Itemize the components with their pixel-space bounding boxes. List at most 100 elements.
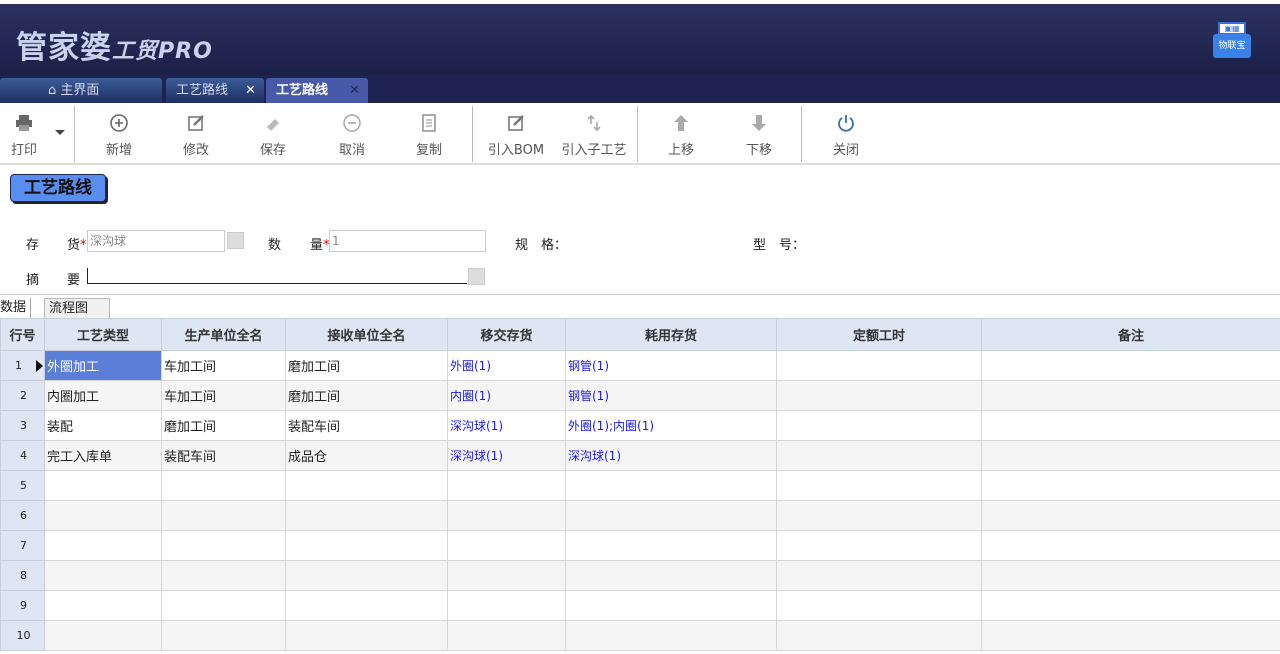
table-cell[interactable] bbox=[776, 350, 982, 381]
quantity-input[interactable]: 1 bbox=[329, 230, 486, 252]
table-cell[interactable] bbox=[44, 470, 162, 501]
table-row[interactable]: 9 bbox=[0, 590, 1280, 621]
table-cell[interactable] bbox=[981, 350, 1280, 381]
table-cell[interactable] bbox=[776, 410, 982, 441]
toolbar-printer-button[interactable]: 打印 bbox=[0, 113, 59, 158]
table-cell[interactable] bbox=[776, 440, 982, 471]
table-cell[interactable] bbox=[447, 500, 566, 531]
table-cell[interactable] bbox=[981, 560, 1280, 591]
table-cell[interactable] bbox=[981, 500, 1280, 531]
table-cell[interactable] bbox=[981, 440, 1280, 471]
table-cell[interactable] bbox=[447, 530, 566, 561]
table-cell[interactable]: 内圈(1) bbox=[447, 380, 566, 411]
table-cell[interactable]: 完工入库单 bbox=[44, 440, 162, 471]
table-cell[interactable] bbox=[285, 500, 448, 531]
table-cell[interactable]: 磨加工间 bbox=[285, 380, 448, 411]
table-cell[interactable]: 深沟球(1) bbox=[447, 410, 566, 441]
table-cell[interactable] bbox=[565, 590, 777, 621]
toolbar-plus-circle-button[interactable]: 新增 bbox=[84, 113, 154, 158]
column-header[interactable]: 生产单位全名 bbox=[161, 318, 286, 351]
browse-button[interactable] bbox=[468, 268, 485, 285]
tab-route-2[interactable]: 工艺路线 ✕ bbox=[266, 78, 368, 103]
table-cell[interactable] bbox=[776, 590, 982, 621]
table-cell[interactable]: 装配车间 bbox=[285, 410, 448, 441]
toolbar-arrow-down-button[interactable]: 下移 bbox=[724, 113, 794, 158]
table-cell[interactable] bbox=[161, 470, 286, 501]
table-cell[interactable] bbox=[285, 530, 448, 561]
table-row[interactable]: 2 内圈加工 车加工间 磨加工间 内圈(1) 钢管(1) bbox=[0, 380, 1280, 411]
tab-route-1[interactable]: 工艺路线 ✕ bbox=[166, 78, 264, 103]
table-cell[interactable] bbox=[44, 530, 162, 561]
toolbar-copy-button[interactable]: 复制 bbox=[394, 113, 464, 158]
table-cell[interactable]: 钢管(1) bbox=[565, 380, 777, 411]
toolbar-edit-button[interactable]: 修改 bbox=[161, 113, 231, 158]
table-cell[interactable] bbox=[447, 620, 566, 651]
column-header[interactable]: 备注 bbox=[981, 318, 1280, 351]
table-cell[interactable]: 深沟球(1) bbox=[447, 440, 566, 471]
table-cell[interactable] bbox=[44, 620, 162, 651]
table-cell[interactable] bbox=[565, 500, 777, 531]
table-cell[interactable] bbox=[565, 620, 777, 651]
column-header[interactable]: 行号 bbox=[0, 318, 45, 351]
table-cell[interactable]: 磨加工间 bbox=[285, 350, 448, 381]
table-cell[interactable] bbox=[44, 500, 162, 531]
table-cell[interactable]: 外圈(1) bbox=[447, 350, 566, 381]
table-cell[interactable] bbox=[776, 500, 982, 531]
iot-button[interactable]: ▣▦ 物联宝 bbox=[1213, 22, 1251, 58]
tab-home[interactable]: ⌂ 主界面 bbox=[0, 78, 162, 103]
stock-input[interactable]: 深沟球 bbox=[87, 230, 225, 252]
table-cell[interactable] bbox=[161, 620, 286, 651]
tab-data[interactable]: 数据 bbox=[0, 298, 32, 319]
toolbar-edit-button[interactable]: 引入BOM bbox=[481, 113, 551, 158]
column-header[interactable]: 定额工时 bbox=[776, 318, 982, 351]
table-cell[interactable]: 车加工间 bbox=[161, 350, 286, 381]
table-cell[interactable] bbox=[981, 470, 1280, 501]
table-cell[interactable] bbox=[776, 470, 982, 501]
table-cell[interactable] bbox=[447, 470, 566, 501]
toolbar-sort-arrows-button[interactable]: 引入子工艺 bbox=[559, 113, 629, 158]
table-cell[interactable] bbox=[565, 470, 777, 501]
table-cell[interactable]: 外圈(1);内圈(1) bbox=[565, 410, 777, 441]
column-header[interactable]: 接收单位全名 bbox=[285, 318, 448, 351]
table-cell[interactable] bbox=[776, 620, 982, 651]
table-cell[interactable]: 深沟球(1) bbox=[565, 440, 777, 471]
table-cell[interactable] bbox=[776, 530, 982, 561]
table-row[interactable]: 5 bbox=[0, 470, 1280, 501]
column-header[interactable]: 移交存货 bbox=[447, 318, 566, 351]
table-cell[interactable]: 磨加工间 bbox=[161, 410, 286, 441]
table-cell[interactable] bbox=[981, 530, 1280, 561]
table-cell[interactable] bbox=[161, 530, 286, 561]
table-cell[interactable]: 内圈加工 bbox=[44, 380, 162, 411]
table-cell[interactable] bbox=[981, 620, 1280, 651]
table-cell[interactable] bbox=[565, 530, 777, 561]
memo-input[interactable] bbox=[87, 268, 467, 284]
table-cell[interactable] bbox=[565, 560, 777, 591]
table-row[interactable]: 10 bbox=[0, 620, 1280, 651]
toolbar-power-button[interactable]: 关闭 bbox=[811, 113, 881, 158]
close-icon[interactable]: ✕ bbox=[349, 83, 360, 98]
table-cell[interactable] bbox=[161, 590, 286, 621]
table-row[interactable]: 3 装配 磨加工间 装配车间 深沟球(1) 外圈(1);内圈(1) bbox=[0, 410, 1280, 441]
column-header[interactable]: 工艺类型 bbox=[44, 318, 162, 351]
table-row[interactable]: 4 完工入库单 装配车间 成品仓 深沟球(1) 深沟球(1) bbox=[0, 440, 1280, 471]
column-header[interactable]: 耗用存货 bbox=[565, 318, 777, 351]
table-row[interactable]: 7 bbox=[0, 530, 1280, 561]
browse-button[interactable] bbox=[227, 232, 244, 249]
table-cell[interactable] bbox=[285, 470, 448, 501]
table-cell[interactable]: 装配车间 bbox=[161, 440, 286, 471]
table-cell[interactable] bbox=[447, 590, 566, 621]
table-row[interactable]: 6 bbox=[0, 500, 1280, 531]
table-cell[interactable] bbox=[285, 620, 448, 651]
table-cell[interactable] bbox=[44, 560, 162, 591]
table-cell[interactable] bbox=[776, 380, 982, 411]
table-cell[interactable] bbox=[981, 380, 1280, 411]
table-cell[interactable]: 装配 bbox=[44, 410, 162, 441]
table-cell[interactable] bbox=[44, 590, 162, 621]
table-cell[interactable]: 外圈加工 bbox=[44, 350, 162, 381]
tab-flowchart[interactable]: 流程图 bbox=[44, 298, 110, 319]
table-cell[interactable]: 成品仓 bbox=[285, 440, 448, 471]
table-cell[interactable] bbox=[776, 560, 982, 591]
toolbar-minus-circle-button[interactable]: 取消 bbox=[317, 113, 387, 158]
toolbar-eraser-button[interactable]: 保存 bbox=[238, 113, 308, 158]
table-cell[interactable] bbox=[981, 590, 1280, 621]
